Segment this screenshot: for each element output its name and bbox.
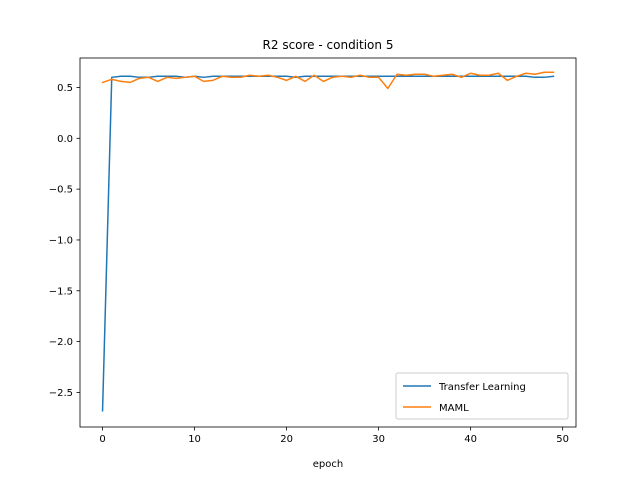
legend-label-maml: MAML [439,403,469,414]
y-tick-label: −2.0 [49,337,73,348]
plot-area: 0 10 20 30 40 50 0.5 0.0 −0.5 −1.0 −1.5 −2.0 −2.5 [49,57,577,445]
legend-box [395,372,569,420]
x-tick-label: 30 [372,434,385,445]
legend: Transfer Learning MAML [395,372,569,420]
x-tick-label: 20 [280,434,293,445]
series-line-transfer-learning [101,75,555,412]
x-tick-label: 10 [188,434,201,445]
y-tick-label: 0.0 [57,134,73,145]
y-tick-label: 0.5 [57,83,73,94]
x-axis-label: epoch [313,459,343,470]
chart-title: R2 score - condition 5 [263,38,394,52]
series-line-maml [101,71,555,90]
x-tick-label: 0 [99,434,105,445]
y-tick-label: −0.5 [49,185,73,196]
axes-frame [79,57,577,428]
y-tick-label: −2.5 [49,388,73,399]
x-tick-label: 50 [556,434,569,445]
y-tick-label: −1.5 [49,286,73,297]
legend-label-transfer-learning: Transfer Learning [438,382,526,393]
y-tick-label: −1.0 [49,235,73,246]
x-tick-label: 40 [464,434,477,445]
